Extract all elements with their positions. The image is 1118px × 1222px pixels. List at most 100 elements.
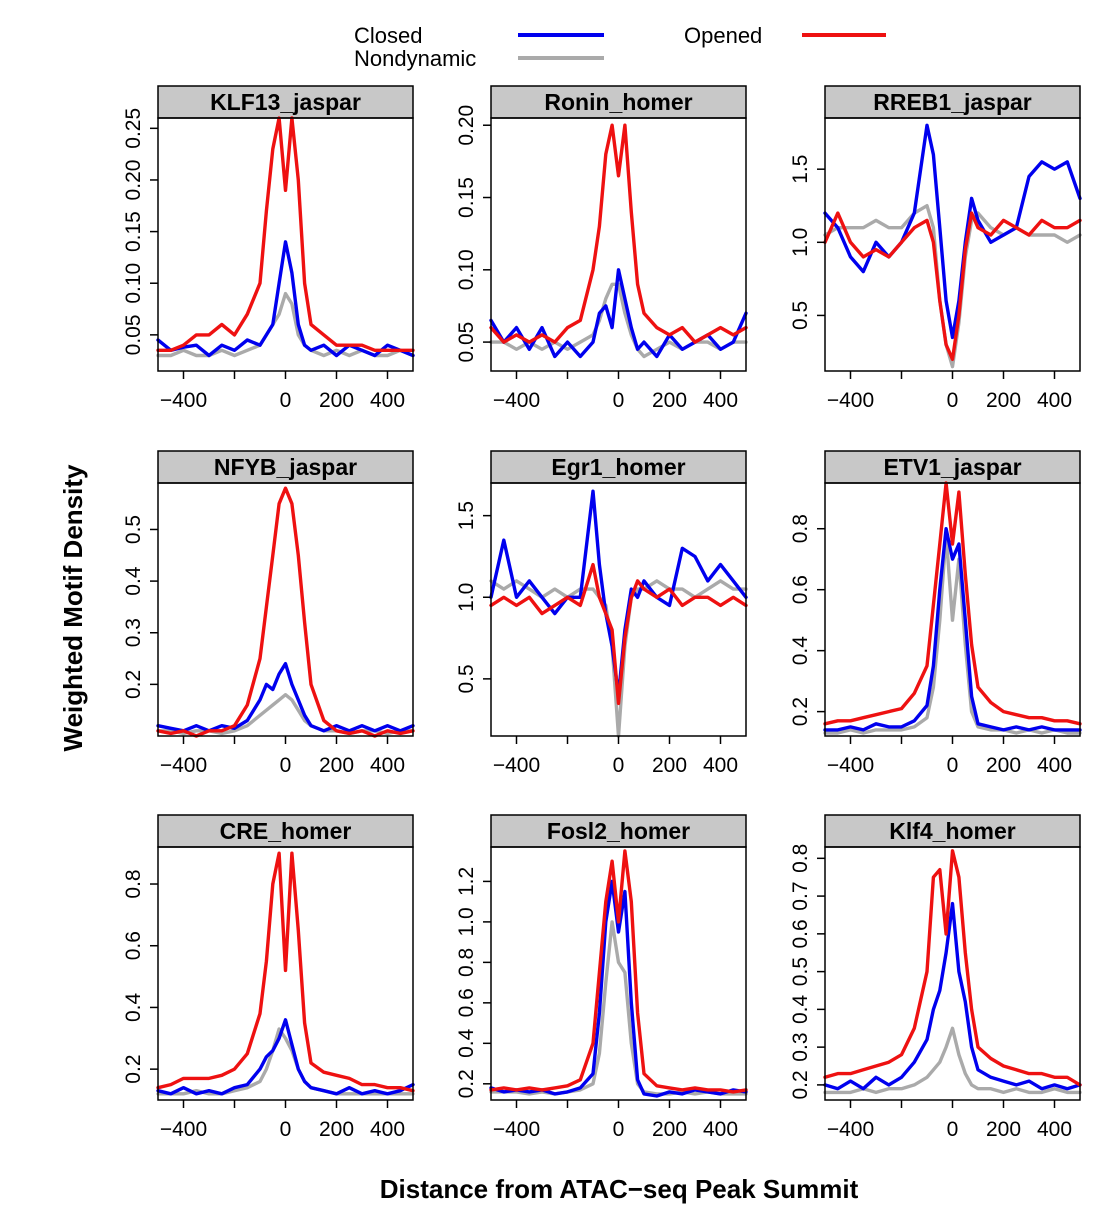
plot-frame (490, 846, 747, 1101)
x-tick-label: −400 (827, 754, 874, 777)
y-tick-label: 0.6 (122, 931, 145, 960)
y-tick-label: 0.8 (789, 844, 812, 873)
legend-label-nondynamic: Nondynamic (354, 46, 476, 71)
y-tick-label: 0.8 (789, 514, 812, 543)
x-tick-label: −400 (827, 389, 874, 412)
panel-title: RREB1_jaspar (873, 89, 1032, 115)
x-tick-label: −400 (827, 1118, 874, 1141)
panel-title: Ronin_homer (544, 89, 692, 115)
plot-frame (157, 482, 414, 737)
series-line-opened (489, 562, 748, 706)
x-tick-label: 0 (947, 389, 959, 412)
x-tick-label: 0 (613, 754, 625, 777)
y-tick-label: 0.4 (122, 566, 145, 596)
panel-fosl2-homer: Fosl2_homer −400 0 200 400 0.2 0.4 0.6 0.8 1.0 1.2 (455, 814, 748, 1141)
panel-title: Fosl2_homer (547, 818, 690, 844)
series-line-opened (489, 123, 748, 344)
series-line-opened (823, 481, 1082, 726)
x-tick-label: 200 (652, 754, 687, 777)
panel-cre-homer: CRE_homer −400 0 200 400 0.2 0.4 0.6 0.8 (122, 814, 415, 1141)
panel-klf4-homer: Klf4_homer −400 0 200 400 0.2 0.3 0.4 0.5 0.6 0.7 0… (789, 814, 1082, 1141)
x-tick-label: 400 (370, 754, 405, 777)
y-tick-label: 0.8 (455, 948, 478, 977)
series-line-nondynamic (489, 579, 748, 738)
x-tick-label: 0 (280, 1118, 292, 1141)
x-tick-label: −400 (493, 389, 540, 412)
y-tick-label: 0.8 (122, 869, 145, 898)
y-tick-label: 0.05 (122, 314, 145, 355)
x-tick-label: 200 (319, 1118, 354, 1141)
series-line-closed (156, 1018, 415, 1096)
legend: Closed Opened Nondynamic (354, 23, 886, 71)
x-tick-label: −400 (160, 754, 207, 777)
series-line-closed (156, 240, 415, 358)
panel-strip (824, 85, 1081, 119)
x-tick-label: −400 (493, 754, 540, 777)
series-line-opened (489, 849, 748, 1094)
panel-rreb1-jaspar: RREB1_jaspar −400 0 200 400 0.5 1.0 1.5 (789, 85, 1082, 412)
panel-title: KLF13_jaspar (210, 89, 361, 115)
x-tick-label: −400 (493, 1118, 540, 1141)
x-tick-label: −400 (160, 389, 207, 412)
y-tick-label: 0.2 (122, 670, 145, 699)
panel-strip (824, 814, 1081, 848)
x-tick-label: 200 (319, 754, 354, 777)
panel-etv1-jaspar: ETV1_jaspar −400 0 200 400 0.2 0.4 0.6 0.8 (789, 450, 1082, 777)
x-tick-label: 0 (947, 1118, 959, 1141)
panel-title: NFYB_jaspar (214, 454, 357, 480)
y-tick-label: 0.2 (789, 1070, 812, 1099)
y-tick-label: 0.5 (122, 515, 145, 544)
x-tick-label: 400 (1037, 1118, 1072, 1141)
series-line-closed (823, 527, 1082, 732)
series-line-opened (156, 116, 415, 352)
series-line-nondynamic (489, 282, 748, 359)
y-tick-label: 0.25 (122, 108, 145, 149)
y-tick-label: 0.5 (789, 957, 812, 986)
panel-strip (157, 85, 414, 119)
y-tick-label: 0.15 (455, 177, 478, 218)
y-tick-label: 0.6 (455, 988, 478, 1017)
series-line-closed (823, 901, 1082, 1091)
x-tick-label: 400 (1037, 754, 1072, 777)
y-tick-label: 0.3 (789, 1032, 812, 1061)
panel-klf13-jaspar: KLF13_jaspar −400 0 200 400 0.05 0.10 0.15 0.20 0… (122, 85, 415, 412)
x-tick-label: −400 (160, 1118, 207, 1141)
panel-strip (157, 814, 414, 848)
y-tick-label: 0.20 (122, 160, 145, 201)
y-tick-label: 0.5 (789, 301, 812, 330)
series-line-closed (156, 662, 415, 733)
x-tick-label: 0 (947, 754, 959, 777)
panel-title: ETV1_jaspar (883, 454, 1021, 480)
x-tick-label: 400 (370, 389, 405, 412)
series-line-opened (823, 211, 1082, 361)
legend-label-closed: Closed (354, 23, 422, 48)
y-tick-label: 0.10 (455, 249, 478, 290)
panel-title: Klf4_homer (889, 818, 1016, 844)
panel-strip (824, 450, 1081, 484)
series-line-nondynamic (489, 920, 748, 1096)
series-line-nondynamic (156, 693, 415, 736)
series-line-opened (823, 849, 1082, 1087)
y-tick-label: 0.3 (122, 618, 145, 647)
x-tick-label: 0 (280, 754, 292, 777)
panel-grid: KLF13_jaspar−400 0 200 4000.050.100.150.200… (122, 85, 1082, 1141)
y-tick-label: 0.10 (122, 263, 145, 304)
panel-ronin-homer: Ronin_homer −400 0 200 400 0.05 0.10 0.15 0.20 (455, 85, 748, 412)
y-tick-label: 0.6 (789, 575, 812, 604)
x-tick-label: 0 (613, 1118, 625, 1141)
x-axis-title: Distance from ATAC−seq Peak Summit (380, 1174, 859, 1204)
x-tick-label: 400 (703, 389, 738, 412)
x-tick-label: 400 (703, 754, 738, 777)
x-tick-label: 200 (986, 754, 1021, 777)
series-line-nondynamic (823, 533, 1082, 735)
x-tick-label: 200 (986, 1118, 1021, 1141)
legend-label-opened: Opened (684, 23, 762, 48)
x-tick-label: 400 (1037, 389, 1072, 412)
panel-title: CRE_homer (220, 818, 352, 844)
series-line-nondynamic (823, 1026, 1082, 1095)
series-line-nondynamic (823, 203, 1082, 369)
y-tick-label: 1.5 (789, 155, 812, 184)
y-tick-label: 0.20 (455, 105, 478, 146)
panel-strip (490, 814, 747, 848)
y-tick-label: 0.5 (455, 664, 478, 693)
